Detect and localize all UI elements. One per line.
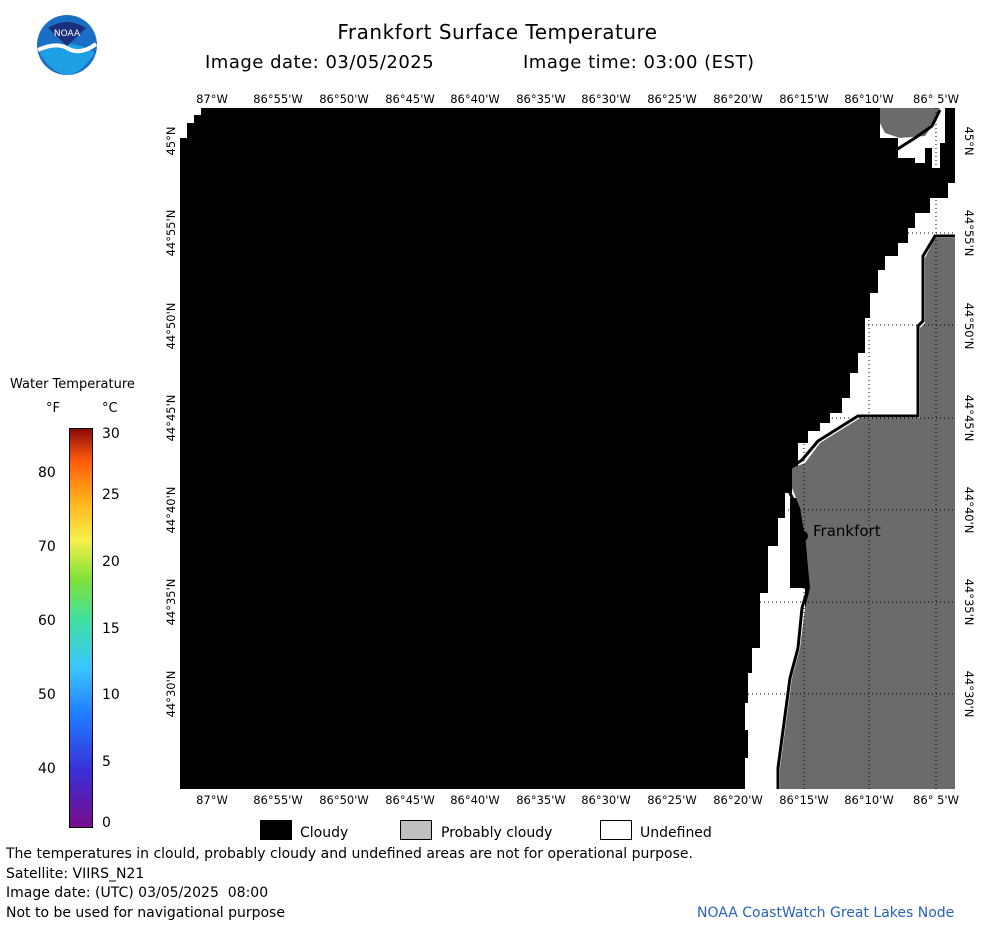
lon-tick-top: 86°50'W <box>319 92 369 106</box>
lon-tick-top: 86°45'W <box>385 92 435 106</box>
color-scale-bar <box>69 428 93 828</box>
land-area <box>780 238 955 789</box>
page-title: Frankfort Surface Temperature <box>337 20 658 44</box>
lon-tick-top: 86°20'W <box>713 92 763 106</box>
legend-swatch-cloudy <box>260 820 292 840</box>
scale-c-tick: 0 <box>102 815 111 831</box>
lon-tick-bottom: 86°15'W <box>779 793 829 807</box>
noaa-logo-icon: NOAA <box>37 15 98 75</box>
lon-tick-top: 86°15'W <box>779 92 829 106</box>
noaa-logo-text: NOAA <box>54 29 81 39</box>
shoreline <box>776 234 955 789</box>
legend-label-undefined: Undefined <box>640 825 712 841</box>
footer-disclaimer: The temperatures in clould, probably clo… <box>6 846 693 862</box>
footer-nav-warning: Not to be used for navigational purpose <box>6 905 285 921</box>
lat-tick-left: 44°45'N <box>164 394 178 442</box>
lon-tick-top: 86°30'W <box>581 92 631 106</box>
footer-credit: NOAA CoastWatch Great Lakes Node <box>697 905 955 921</box>
lon-tick-bottom: 86° 5'W <box>913 793 959 807</box>
scale-unit-c: °C <box>102 401 118 416</box>
lon-tick-bottom: 86°30'W <box>581 793 631 807</box>
footer-satellite: Satellite: VIIRS_N21 <box>6 866 145 882</box>
lon-tick-top: 86°35'W <box>516 92 566 106</box>
lon-tick-bottom: 86°25'W <box>647 793 697 807</box>
city-label: Frankfort <box>813 522 881 540</box>
lon-tick-top: 86°25'W <box>647 92 697 106</box>
undefined-area <box>180 108 201 138</box>
scale-c-tick: 30 <box>102 426 120 442</box>
lon-tick-top: 86° 5'W <box>913 92 959 106</box>
lat-tick-right: 45°N <box>962 126 976 156</box>
scale-c-tick: 5 <box>102 754 111 770</box>
footer-utc-date: Image date: (UTC) 03/05/2025 08:00 <box>6 885 269 901</box>
legend-label-probably-cloudy: Probably cloudy <box>441 825 553 841</box>
legend-swatch-probably-cloudy <box>400 820 432 840</box>
scale-c-tick: 25 <box>102 487 120 503</box>
lon-tick-bottom: 86°20'W <box>713 793 763 807</box>
lat-tick-left: 44°40'N <box>164 486 178 534</box>
scale-unit-f: °F <box>46 401 60 416</box>
frankfort-marker <box>798 531 808 541</box>
image-time: Image time: 03:00 (EST) <box>523 52 755 73</box>
shoreline <box>895 109 942 152</box>
scale-f-tick: 40 <box>38 761 56 777</box>
lon-tick-bottom: 86°40'W <box>450 793 500 807</box>
lat-tick-left: 44°55'N <box>164 209 178 257</box>
map-image <box>180 108 955 789</box>
graticule <box>180 108 955 789</box>
lon-tick-bottom: 86°35'W <box>516 793 566 807</box>
lat-tick-right: 44°45'N <box>962 394 976 442</box>
image-date: Image date: 03/05/2025 <box>205 52 435 73</box>
lat-tick-right: 44°35'N <box>962 578 976 626</box>
lon-tick-top: 86°10'W <box>844 92 894 106</box>
lat-tick-left: 44°35'N <box>164 578 178 626</box>
legend-label-cloudy: Cloudy <box>300 825 349 841</box>
lon-tick-top: 87°W <box>196 92 228 106</box>
lon-tick-top: 86°55'W <box>253 92 303 106</box>
lat-tick-right: 44°30'N <box>962 670 976 718</box>
scale-c-tick: 10 <box>102 687 120 703</box>
lon-tick-top: 86°40'W <box>450 92 500 106</box>
lat-tick-right: 44°50'N <box>962 302 976 350</box>
lat-tick-left: 45°N <box>164 126 178 156</box>
lon-tick-bottom: 86°50'W <box>319 793 369 807</box>
lon-tick-bottom: 86°10'W <box>844 793 894 807</box>
scale-f-tick: 80 <box>38 465 56 481</box>
scale-f-tick: 60 <box>38 613 56 629</box>
scale-title: Water Temperature <box>10 377 135 392</box>
lon-tick-bottom: 87°W <box>196 793 228 807</box>
scale-c-tick: 15 <box>102 621 120 637</box>
scale-c-tick: 20 <box>102 554 120 570</box>
lat-tick-left: 44°30'N <box>164 670 178 718</box>
lon-tick-bottom: 86°45'W <box>385 793 435 807</box>
noaa-logo: NOAA <box>36 14 98 76</box>
legend-swatch-undefined <box>600 820 632 840</box>
map-panel: Frankfort <box>180 108 955 789</box>
lon-tick-bottom: 86°55'W <box>253 793 303 807</box>
lat-tick-right: 44°40'N <box>962 486 976 534</box>
lat-tick-right: 44°55'N <box>962 209 976 257</box>
scale-f-tick: 50 <box>38 687 56 703</box>
scale-f-tick: 70 <box>38 539 56 555</box>
lat-tick-left: 44°50'N <box>164 302 178 350</box>
